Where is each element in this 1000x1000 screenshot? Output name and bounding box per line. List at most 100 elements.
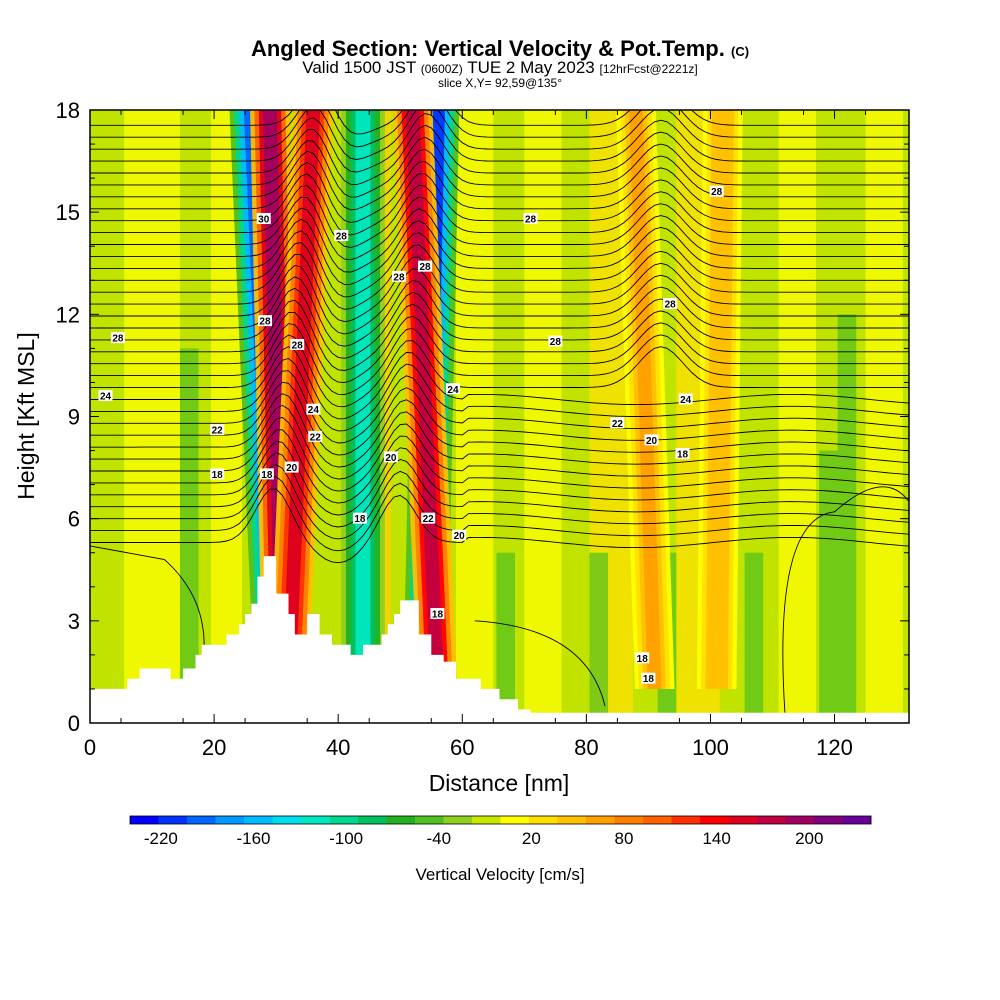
contour-label-text: 24 [100, 392, 112, 403]
contour-label-bg [709, 185, 724, 197]
isentrope-line [90, 254, 909, 323]
colorbar-tick-label: -100 [329, 829, 363, 848]
colorbar-swatch [301, 816, 330, 824]
y-tick-label: 0 [68, 711, 80, 736]
isentrope-line [90, 488, 909, 564]
colorbar-swatch [728, 816, 758, 824]
contour-label-text: 28 [336, 232, 348, 243]
contour-label-bg [445, 383, 460, 395]
isentrope-line [90, 452, 909, 528]
contour-label: 18 [675, 447, 690, 460]
contour-label-text: 18 [643, 674, 655, 685]
field-streak [124, 110, 180, 723]
isentrope-line [90, 416, 909, 492]
colorbar-swatch [557, 816, 587, 824]
colorbar-swatch [130, 816, 159, 824]
isentrope-line [782, 486, 909, 713]
contour-label: 24 [445, 383, 460, 396]
velocity-field [124, 110, 903, 723]
contour-label-bg [334, 230, 349, 242]
contour-labels: 30 28 28 28 28 28 28 28 28 28 28 24 24 24 24 22 22 22 22 20… [98, 185, 724, 685]
colorbar-frame [129, 815, 872, 825]
contour-label-text: 28 [550, 337, 562, 348]
isentrope-line [90, 265, 909, 335]
colorbar-tick-label: 20 [522, 829, 541, 848]
isentrope-line [90, 464, 909, 540]
contour-label-bg [256, 212, 271, 224]
colorbar-swatch [785, 816, 815, 824]
valid-date: TUE 2 May 2023 [467, 58, 595, 77]
contour-label: 20 [452, 529, 467, 542]
isentrope-line [90, 440, 909, 516]
contour-label-text: 24 [680, 395, 692, 406]
isentrope-line [90, 276, 909, 347]
colorbar-swatch [443, 816, 473, 824]
isentrope-line [474, 620, 606, 707]
contour-label: 22 [421, 512, 436, 525]
contour-label: 28 [548, 335, 563, 348]
contour-label-text: 22 [310, 432, 322, 443]
contour-label-bg [110, 332, 125, 344]
x-tick-label: 120 [816, 735, 853, 760]
contour-label: 24 [306, 403, 321, 416]
colorbar: -220 -160 -100 -40 20 80 140 200 [129, 815, 872, 848]
isentrope-line [90, 230, 909, 298]
contour-label-bg [548, 335, 563, 347]
isentrope-line [90, 110, 909, 135]
colorbar-swatch [500, 816, 530, 824]
field-downdraft-patch [837, 314, 857, 723]
isentrope-line [90, 429, 909, 504]
contour-label-bg [641, 672, 656, 684]
contour-label: 30 [256, 212, 271, 225]
isentrope-line [90, 113, 909, 173]
x-axis: 0 20 40 60 80 100 120 [84, 110, 867, 760]
isentrope-line [90, 136, 909, 198]
field-downdraft-patch [589, 552, 609, 723]
isentrope-line [90, 393, 909, 468]
contour-label-text: 18 [212, 470, 224, 481]
isentrope-line [90, 161, 909, 223]
contour-label-bg [430, 608, 445, 620]
colorbar-swatch [814, 816, 843, 824]
contour-label-bg [391, 270, 406, 282]
field-downdraft-patch [744, 552, 764, 723]
contour-label: 20 [383, 451, 398, 464]
contour-label-text: 24 [447, 385, 459, 396]
contour-label-bg [452, 529, 467, 541]
colorbar-swatch [358, 816, 387, 824]
colorbar-swatch [757, 816, 786, 824]
colorbar-swatch [187, 816, 216, 824]
colorbar-swatch [215, 816, 245, 824]
colorbar-swatch [643, 816, 672, 824]
contour-label: 18 [259, 468, 274, 481]
contour-label-text: 22 [612, 419, 624, 430]
valid-time: Valid 1500 JST [302, 58, 416, 77]
field-streak [778, 110, 816, 723]
contour-label: 28 [334, 230, 349, 243]
isentrope-line [90, 311, 909, 384]
contour-label-bg [675, 447, 690, 459]
contour-label-bg [610, 417, 625, 429]
forecast-info: [12hrFcst@2221z] [599, 62, 698, 76]
contour-label: 22 [308, 430, 323, 443]
contour-label-text: 28 [112, 334, 124, 345]
y-tick-label: 18 [56, 98, 80, 123]
contour-label-bg [259, 468, 274, 480]
contour-label-text: 18 [261, 470, 273, 481]
field-streak [865, 110, 903, 723]
isentrope-line [90, 334, 909, 408]
contour-label: 18 [430, 608, 445, 621]
colorbar-swatch [472, 816, 501, 824]
x-tick-label: 100 [692, 735, 729, 760]
contour-label-text: 18 [637, 654, 649, 665]
contour-label-text: 28 [419, 262, 431, 273]
downdraft-band [355, 110, 371, 689]
colorbar-tick-label: 80 [615, 829, 634, 848]
contour-label-text: 22 [212, 426, 224, 437]
contour-label: 20 [644, 434, 659, 447]
contour-label-bg [308, 430, 323, 442]
contour-label-text: 30 [258, 214, 270, 225]
field-streak [524, 110, 562, 723]
contour-label-bg [98, 390, 113, 402]
